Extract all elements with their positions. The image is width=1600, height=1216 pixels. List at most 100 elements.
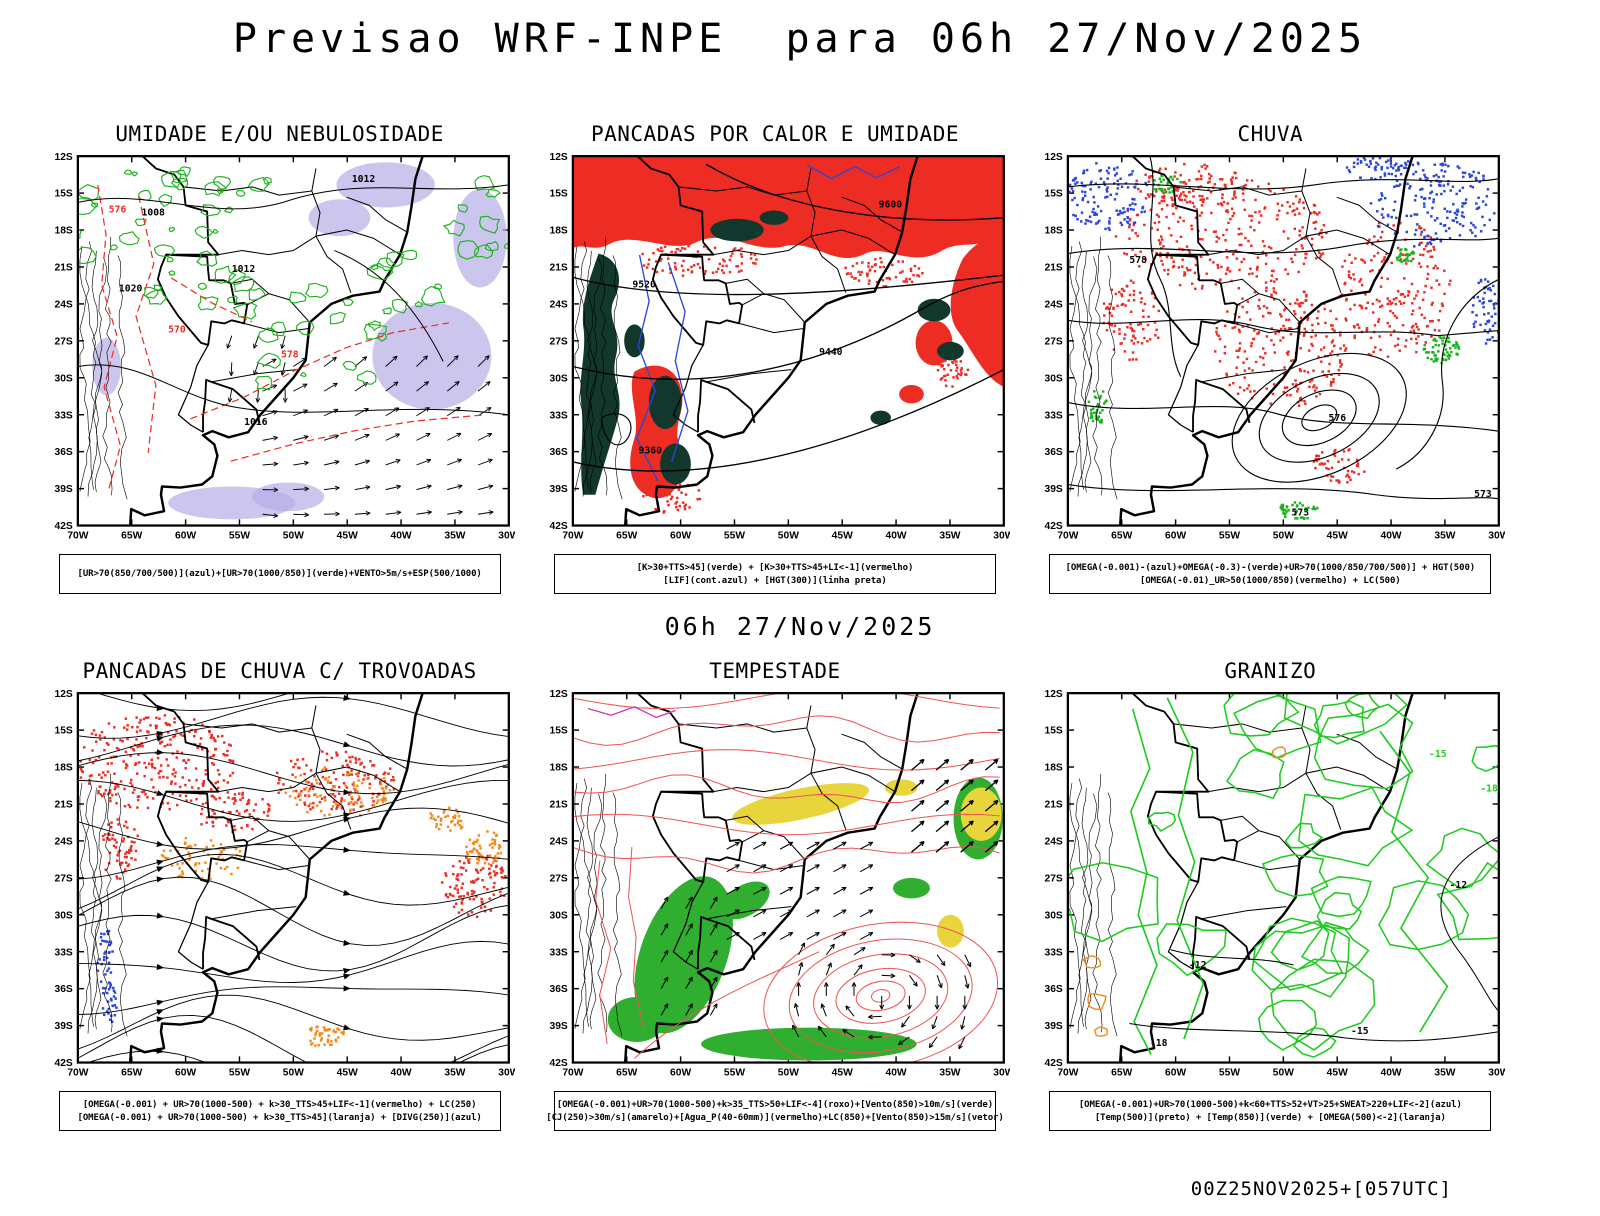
svg-text:50W: 50W [1273,530,1294,541]
svg-text:15S: 15S [54,726,72,737]
svg-text:39S: 39S [1045,484,1063,495]
svg-text:33S: 33S [549,947,567,958]
svg-text:12S: 12S [54,152,72,163]
panel-pancadas-calor: PANCADAS POR CALOR E UMIDADE 12S 15S 18S 21… [531,122,1018,594]
svg-text:1020: 1020 [119,284,143,295]
svg-text:12S: 12S [1045,689,1063,700]
svg-text:1012: 1012 [231,264,255,275]
svg-text:24S: 24S [549,299,567,310]
svg-text:70W: 70W [67,1067,88,1078]
svg-text:60W: 60W [1165,1067,1186,1078]
legend-box-chuva: [OMEGA(-0.001)-(azul)+OMEGA(-0.3)-(verde… [1049,554,1492,594]
panel-trovoadas: PANCADAS DE CHUVA C/ TROVOADAS 12S 15S 18S… [36,659,523,1131]
svg-text:36S: 36S [549,447,567,458]
svg-text:27S: 27S [549,336,567,347]
svg-text:21S: 21S [1045,800,1063,811]
run-timestamp: 00Z25NOV2025+[057UTC] [1190,1178,1452,1200]
svg-text:42S: 42S [1045,1058,1063,1069]
svg-text:30S: 30S [1045,910,1063,921]
svg-text:15S: 15S [54,189,72,200]
svg-text:21S: 21S [54,263,72,274]
svg-text:50W: 50W [1273,1067,1294,1078]
svg-text:24S: 24S [1045,836,1063,847]
legend-box-trovoadas: [OMEGA(-0.001) + UR>70(1000-500) + k>30_… [58,1091,501,1131]
svg-text:40W: 40W [886,1067,907,1078]
svg-text:36S: 36S [54,447,72,458]
legend-line: [OMEGA(-0.001)-(azul)+OMEGA(-0.3)-(verde… [1065,562,1476,573]
svg-text:573: 573 [1292,507,1310,518]
svg-text:60W: 60W [670,1067,691,1078]
legend-box-pancadas-calor: [K>30+TTS>45](verde) + [K>30+TTS>45+LI<-… [553,554,996,594]
svg-text:50W: 50W [282,1067,303,1078]
svg-text:33S: 33S [1045,410,1063,421]
legend-line: [OMEGA(-0.001) + UR>70(1000-500) + k>30_… [77,1112,482,1123]
panel-title-umidade: UMIDADE E/OU NEBULOSIDADE [115,122,444,146]
svg-text:35W: 35W [939,1067,960,1078]
panel-chuva: CHUVA 12S 15S 18S 21S 24S 27S 30S 33S 36S 39S 42S 7… [1027,122,1514,594]
svg-text:33S: 33S [1045,947,1063,958]
svg-text:42S: 42S [1045,521,1063,532]
svg-text:30W: 30W [498,1067,515,1078]
panel-title-tempestade: TEMPESTADE [709,659,841,683]
svg-text:9440: 9440 [819,347,843,358]
svg-text:39S: 39S [549,484,567,495]
svg-text:35W: 35W [939,530,960,541]
legend-line: [K>30+TTS>45](verde) + [K>30+TTS>45+LI<-… [636,562,914,573]
svg-text:55W: 55W [724,530,745,541]
panel-tempestade: TEMPESTADE 12S 15S 18S 21S 24S 27S 30S 33S 36S 39… [531,659,1018,1131]
legend-line: [OMEGA(-0.001) + UR>70(1000-500) + k>30_… [82,1099,477,1110]
svg-text:21S: 21S [54,800,72,811]
svg-text:21S: 21S [1045,263,1063,274]
svg-text:30W: 30W [993,1067,1010,1078]
svg-text:1008: 1008 [141,208,165,219]
svg-text:576: 576 [108,205,126,216]
svg-text:55W: 55W [1219,1067,1240,1078]
svg-text:50W: 50W [778,530,799,541]
svg-text:39S: 39S [54,484,72,495]
svg-text:27S: 27S [54,873,72,884]
svg-text:27S: 27S [1045,873,1063,884]
panels-grid-top: UMIDADE E/OU NEBULOSIDADE 12S 15S 18S 21S 24… [0,122,1600,594]
svg-text:55W: 55W [229,530,250,541]
svg-text:35W: 35W [444,530,465,541]
svg-text:45W: 45W [336,1067,357,1078]
svg-text:-15: -15 [1351,1026,1369,1037]
svg-text:30W: 30W [1489,530,1506,541]
svg-text:65W: 65W [616,530,637,541]
svg-text:42S: 42S [54,1058,72,1069]
svg-text:60W: 60W [1165,530,1186,541]
panel-title-granizo: GRANIZO [1224,659,1317,683]
svg-text:42S: 42S [549,521,567,532]
panel-title-trovoadas: PANCADAS DE CHUVA C/ TROVOADAS [82,659,477,683]
valid-time-label: 06h 27/Nov/2025 [664,612,936,641]
svg-text:35W: 35W [444,1067,465,1078]
svg-text:70W: 70W [562,530,583,541]
svg-text:45W: 45W [832,530,853,541]
svg-text:12S: 12S [54,689,72,700]
svg-text:65W: 65W [1112,1067,1133,1078]
svg-text:9520: 9520 [632,279,656,290]
svg-text:65W: 65W [616,1067,637,1078]
panel-granizo: GRANIZO 12S 15S 18S 21S 24S 27S 30S 33S 36S 39S 42… [1027,659,1514,1131]
svg-text:27S: 27S [1045,336,1063,347]
svg-text:15S: 15S [1045,189,1063,200]
svg-text:21S: 21S [549,263,567,274]
svg-text:30S: 30S [549,910,567,921]
svg-text:18S: 18S [54,226,72,237]
svg-text:15S: 15S [549,189,567,200]
svg-text:24S: 24S [549,836,567,847]
svg-text:30S: 30S [54,373,72,384]
svg-text:27S: 27S [549,873,567,884]
svg-text:30W: 30W [993,530,1010,541]
svg-text:50W: 50W [778,1067,799,1078]
svg-text:15S: 15S [1045,726,1063,737]
svg-text:24S: 24S [1045,299,1063,310]
svg-text:1016: 1016 [244,417,268,428]
svg-text:70W: 70W [67,530,88,541]
svg-text:30W: 30W [1489,1067,1506,1078]
svg-text:-18: -18 [1481,784,1499,795]
